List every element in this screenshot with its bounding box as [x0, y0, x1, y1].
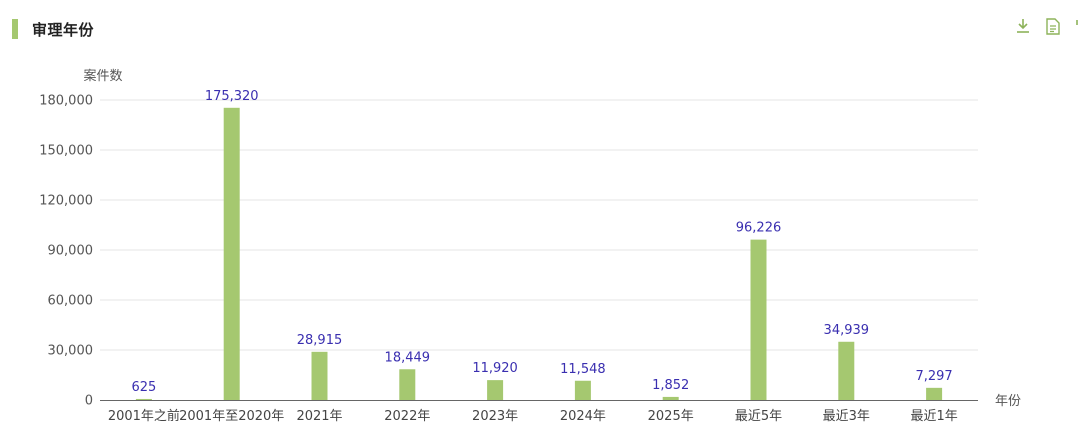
y-tick-label: 30,000: [48, 344, 94, 359]
data-label: 11,920: [472, 361, 518, 376]
bar: [838, 341, 855, 400]
data-label: 34,939: [824, 323, 870, 338]
y-axis-title: 案件数: [83, 69, 122, 84]
x-tick-label: 最近3年: [823, 409, 870, 424]
bar: [135, 398, 152, 400]
bar: [487, 380, 504, 400]
data-label: 7,297: [915, 369, 952, 384]
document-icon[interactable]: [1044, 16, 1062, 36]
bar: [574, 380, 591, 400]
x-tick-label: 2022年: [384, 409, 430, 424]
chart-header: 审理年份: [12, 18, 94, 40]
x-axis-title: 年份: [995, 394, 1021, 409]
data-label: 625: [131, 380, 156, 395]
bar: [750, 239, 767, 400]
data-label: 1,852: [652, 378, 689, 393]
bar: [399, 369, 416, 400]
chart-toolbar: [1002, 16, 1080, 36]
y-tick-label: 0: [85, 394, 93, 409]
data-label: 28,915: [297, 333, 343, 348]
y-tick-label: 150,000: [39, 144, 93, 159]
data-label: 175,320: [205, 89, 259, 104]
x-tick-label: 最近5年: [735, 409, 782, 424]
bar: [311, 351, 328, 400]
data-label: 96,226: [736, 221, 782, 236]
chart-title: 审理年份: [32, 20, 95, 39]
x-tick-label: 2001年之前: [108, 408, 180, 424]
x-tick-label: 2025年: [648, 409, 694, 424]
y-tick-label: 180,000: [39, 94, 93, 109]
y-tick-label: 90,000: [48, 244, 94, 259]
data-label: 11,548: [560, 362, 606, 377]
bar: [662, 396, 679, 400]
bar: [223, 107, 240, 401]
bar: [926, 387, 943, 400]
download-icon[interactable]: [1014, 16, 1032, 36]
title-accent-bar: [12, 19, 18, 39]
x-tick-label: 2001年至2020年: [179, 409, 284, 424]
more-icon[interactable]: [1074, 16, 1080, 36]
y-tick-label: 120,000: [39, 194, 93, 209]
x-tick-label: 2024年: [560, 409, 606, 424]
y-tick-label: 60,000: [48, 294, 94, 309]
x-tick-label: 2023年: [472, 409, 518, 424]
data-label: 18,449: [385, 350, 431, 365]
x-tick-label: 最近1年: [910, 409, 957, 424]
x-tick-label: 2021年: [296, 409, 342, 424]
